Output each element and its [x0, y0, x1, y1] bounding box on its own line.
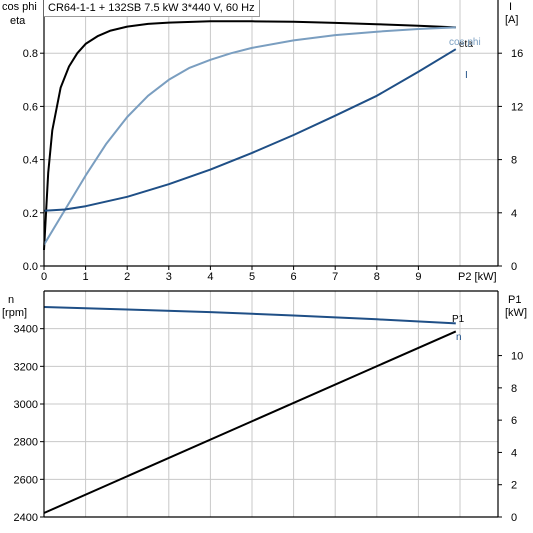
series-label-cosphi: cos phi	[449, 37, 481, 48]
bottom-grid	[44, 291, 498, 517]
series-line-n	[43, 306, 456, 325]
chart-title: CR64-1-1 + 132SB 7.5 kW 3*440 V, 60 Hz	[44, 0, 260, 17]
tick-label-left: 2600	[14, 474, 38, 486]
series-label-n: n	[456, 332, 462, 343]
tick-label-left: 0.0	[23, 261, 38, 273]
tick-label-right: 10	[511, 351, 523, 363]
tick-label-left: 2400	[14, 512, 38, 524]
tick-label-right: 4	[511, 208, 517, 220]
tick-label-x: 3	[166, 271, 172, 283]
tick-label-right: 6	[511, 415, 517, 427]
top-left-axis-label-2: eta	[10, 15, 26, 27]
x-axis-label: P2 [kW]	[458, 271, 497, 283]
tick-label-right: 16	[511, 48, 523, 60]
tick-label-left: 0.2	[23, 208, 38, 220]
top-series	[43, 20, 457, 251]
tick-label-left: 0.8	[23, 48, 38, 60]
tick-label-right: 12	[511, 101, 523, 113]
series-label-I: I	[465, 70, 468, 81]
top-left-axis-label-1: cos phi	[2, 1, 37, 13]
tick-label-x: 6	[291, 271, 297, 283]
tick-label-right: 0	[511, 261, 517, 273]
tick-label-right: 2	[511, 480, 517, 492]
top-right-axis-label-1: I	[509, 1, 512, 13]
tick-label-right: 4	[511, 447, 517, 459]
series-line-eta	[43, 20, 456, 251]
tick-label-right: 8	[511, 383, 517, 395]
tick-label-right: 0	[511, 512, 517, 524]
tick-label-x: 4	[207, 271, 213, 283]
bottom-left-axis-label-1: n	[8, 294, 14, 306]
tick-label-left: 3200	[14, 361, 38, 373]
series-line-I	[43, 48, 457, 212]
top-right-axis-label-2: [A]	[505, 14, 518, 26]
tick-label-x: 2	[124, 271, 130, 283]
bottom-right-axis-label-1: P1	[508, 294, 521, 306]
tick-label-left: 3000	[14, 399, 38, 411]
bottom-series	[43, 306, 457, 514]
series-line-cos-phi	[43, 26, 456, 246]
tick-label-x: 1	[83, 271, 89, 283]
tick-label-x: 8	[374, 271, 380, 283]
series-label-eta: eta	[459, 39, 473, 50]
tick-label-left: 0.4	[23, 155, 38, 167]
tick-label-x: 7	[332, 271, 338, 283]
tick-label-x: 0	[41, 271, 47, 283]
series-line-P1	[43, 330, 457, 514]
tick-label-left: 0.6	[23, 101, 38, 113]
bottom-right-axis-label-2: [kW]	[505, 307, 527, 319]
tick-label-left: 3400	[14, 324, 38, 336]
tick-label-right: 8	[511, 155, 517, 167]
top-grid	[44, 0, 498, 266]
tick-label-left: 2800	[14, 437, 38, 449]
bottom-left-axis-label-2: [rpm]	[2, 307, 27, 319]
axes	[40, 0, 502, 518]
series-label-P1: P1	[452, 314, 465, 325]
tick-label-x: 9	[415, 271, 421, 283]
tick-label-x: 5	[249, 271, 255, 283]
